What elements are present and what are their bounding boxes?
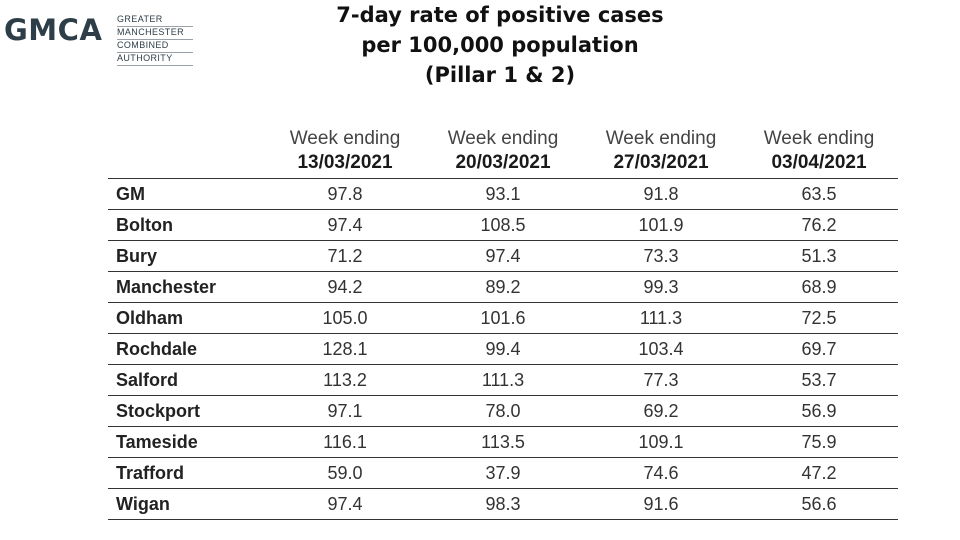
- rate-value-cell: 97.8: [266, 178, 424, 210]
- column-header: Week ending 13/03/2021: [266, 122, 424, 179]
- area-name-cell: Trafford: [108, 457, 266, 489]
- rate-value-cell: 105.0: [266, 302, 424, 334]
- title-line-3: (Pillar 1 & 2): [424, 63, 576, 87]
- rate-value-cell: 98.3: [424, 488, 582, 520]
- logo-text: GREATER MANCHESTER COMBINED AUTHORITY: [117, 14, 193, 66]
- column-header-date: 13/03/2021: [297, 152, 393, 173]
- rate-value-cell: 72.5: [740, 302, 898, 334]
- rate-value-cell: 53.7: [740, 364, 898, 396]
- area-column-header: [108, 122, 266, 179]
- rate-value-cell: 71.2: [266, 240, 424, 272]
- logo-line: AUTHORITY: [117, 53, 193, 66]
- rate-value-cell: 51.3: [740, 240, 898, 272]
- rate-value-cell: 56.6: [740, 488, 898, 520]
- rate-value-cell: 76.2: [740, 209, 898, 241]
- area-name-cell: Tameside: [108, 426, 266, 458]
- rate-value-cell: 111.3: [582, 302, 740, 334]
- rate-value-cell: 69.2: [582, 395, 740, 427]
- rate-value-cell: 128.1: [266, 333, 424, 365]
- table-row: Rochdale 128.1 99.4 103.4 69.7: [108, 333, 898, 365]
- table-header-row: Week ending 13/03/2021 Week ending 20/03…: [108, 122, 898, 179]
- rate-value-cell: 77.3: [582, 364, 740, 396]
- column-header-label: Week ending: [763, 128, 875, 149]
- rate-value-cell: 63.5: [740, 178, 898, 210]
- table-row: Trafford 59.0 37.9 74.6 47.2: [108, 457, 898, 489]
- column-header: Week ending 27/03/2021: [582, 122, 740, 179]
- rate-value-cell: 56.9: [740, 395, 898, 427]
- page-title: 7-day rate of positive cases per 100,000…: [290, 0, 710, 90]
- table-row: Stockport 97.1 78.0 69.2 56.9: [108, 395, 898, 427]
- logo-line: GREATER: [117, 14, 193, 27]
- rate-value-cell: 91.8: [582, 178, 740, 210]
- rate-value-cell: 97.1: [266, 395, 424, 427]
- rate-value-cell: 69.7: [740, 333, 898, 365]
- logo-line: MANCHESTER: [117, 27, 193, 40]
- column-header-label: Week ending: [447, 128, 559, 149]
- area-name-cell: Wigan: [108, 488, 266, 520]
- column-header: Week ending 03/04/2021: [740, 122, 898, 179]
- title-line-2: per 100,000 population: [361, 33, 639, 57]
- rate-value-cell: 101.6: [424, 302, 582, 334]
- area-name-cell: Rochdale: [108, 333, 266, 365]
- column-header-date: 20/03/2021: [455, 152, 551, 173]
- title-line-1: 7-day rate of positive cases: [336, 3, 664, 27]
- rate-value-cell: 113.5: [424, 426, 582, 458]
- column-header: Week ending 20/03/2021: [424, 122, 582, 179]
- rate-value-cell: 75.9: [740, 426, 898, 458]
- rate-value-cell: 97.4: [424, 240, 582, 272]
- rate-value-cell: 103.4: [582, 333, 740, 365]
- rate-value-cell: 111.3: [424, 364, 582, 396]
- rate-value-cell: 89.2: [424, 271, 582, 303]
- area-name-cell: Bury: [108, 240, 266, 272]
- table-row: Tameside 116.1 113.5 109.1 75.9: [108, 426, 898, 458]
- rate-value-cell: 99.3: [582, 271, 740, 303]
- rate-value-cell: 74.6: [582, 457, 740, 489]
- table-body: GM 97.8 93.1 91.8 63.5 Bolton 97.4 108.5 101.9 76…: [108, 178, 898, 520]
- rate-value-cell: 113.2: [266, 364, 424, 396]
- rate-value-cell: 37.9: [424, 457, 582, 489]
- rate-value-cell: 116.1: [266, 426, 424, 458]
- area-name-cell: GM: [108, 178, 266, 210]
- table-row: GM 97.8 93.1 91.8 63.5: [108, 178, 898, 210]
- rate-value-cell: 73.3: [582, 240, 740, 272]
- rate-value-cell: 68.9: [740, 271, 898, 303]
- table-row: Manchester 94.2 89.2 99.3 68.9: [108, 271, 898, 303]
- column-header-date: 27/03/2021: [613, 152, 709, 173]
- rate-value-cell: 101.9: [582, 209, 740, 241]
- table-row: Salford 113.2 111.3 77.3 53.7: [108, 364, 898, 396]
- area-name-cell: Bolton: [108, 209, 266, 241]
- rate-value-cell: 93.1: [424, 178, 582, 210]
- rate-value-cell: 59.0: [266, 457, 424, 489]
- rate-value-cell: 47.2: [740, 457, 898, 489]
- rate-value-cell: 97.4: [266, 209, 424, 241]
- table-row: Wigan 97.4 98.3 91.6 56.6: [108, 488, 898, 520]
- rate-value-cell: 97.4: [266, 488, 424, 520]
- rate-value-cell: 94.2: [266, 271, 424, 303]
- table-row: Bolton 97.4 108.5 101.9 76.2: [108, 209, 898, 241]
- table-row: Bury 71.2 97.4 73.3 51.3: [108, 240, 898, 272]
- column-header-label: Week ending: [605, 128, 717, 149]
- logo-mark: GMCA: [4, 13, 103, 47]
- rate-value-cell: 99.4: [424, 333, 582, 365]
- rate-value-cell: 109.1: [582, 426, 740, 458]
- logo-line: COMBINED: [117, 40, 193, 53]
- rate-value-cell: 108.5: [424, 209, 582, 241]
- area-name-cell: Oldham: [108, 302, 266, 334]
- table-row: Oldham 105.0 101.6 111.3 72.5: [108, 302, 898, 334]
- rate-value-cell: 78.0: [424, 395, 582, 427]
- rate-value-cell: 91.6: [582, 488, 740, 520]
- area-name-cell: Manchester: [108, 271, 266, 303]
- area-name-cell: Salford: [108, 364, 266, 396]
- column-header-date: 03/04/2021: [771, 152, 867, 173]
- area-name-cell: Stockport: [108, 395, 266, 427]
- case-rate-table: Week ending 13/03/2021 Week ending 20/03…: [108, 122, 898, 520]
- column-header-label: Week ending: [289, 128, 401, 149]
